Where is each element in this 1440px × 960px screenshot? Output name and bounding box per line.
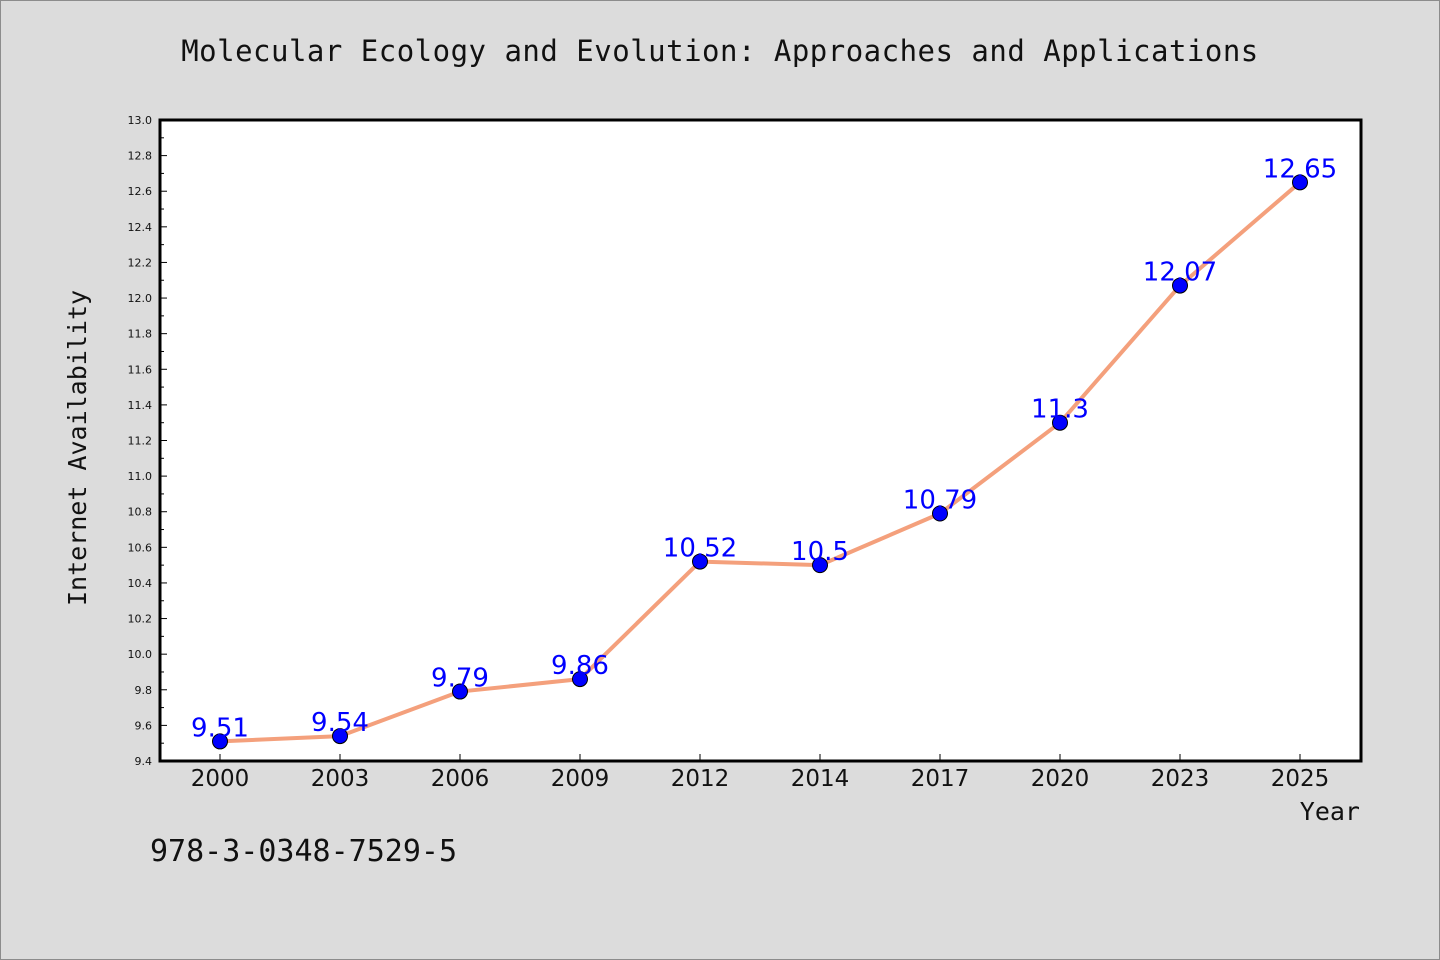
y-tick-label: 11.8	[128, 328, 153, 341]
data-point	[932, 505, 948, 522]
data-label: 12.65	[1263, 154, 1337, 184]
y-tick-label: 12.8	[128, 150, 153, 163]
data-label: 10.5	[791, 537, 849, 567]
x-tick-label: 2009	[551, 766, 610, 792]
y-tick-label: 12.2	[128, 256, 153, 269]
y-tick-label: 11.2	[128, 435, 153, 448]
y-tick-label: 9.4	[135, 755, 153, 768]
y-tick-label: 10.0	[128, 648, 153, 661]
x-tick-label: 2020	[1031, 766, 1090, 792]
isbn-text: 978-3-0348-7529-5	[150, 834, 458, 869]
y-tick-label: 9.6	[135, 719, 153, 732]
data-point	[572, 671, 588, 688]
chart-title: Molecular Ecology and Evolution: Approac…	[181, 34, 1259, 68]
y-axis-label: Internet Availability	[63, 290, 92, 606]
y-tick-label: 10.8	[128, 506, 153, 519]
x-tick-label: 2014	[791, 766, 850, 792]
data-label: 10.79	[903, 486, 977, 516]
y-tick-label: 10.6	[128, 541, 153, 554]
data-point	[452, 683, 468, 700]
data-label: 10.52	[663, 534, 737, 564]
y-tick-label: 11.0	[128, 470, 153, 483]
x-tick-label: 2003	[311, 766, 370, 792]
x-tick-label: 2012	[671, 766, 730, 792]
y-tick-label: 9.8	[135, 684, 153, 697]
data-label: 12.07	[1143, 258, 1217, 288]
data-point	[1052, 414, 1068, 431]
data-label: 9.79	[431, 664, 489, 694]
y-tick-label: 10.4	[128, 577, 153, 590]
y-tick-label: 13.0	[128, 114, 153, 127]
data-point	[812, 557, 828, 574]
x-axis: 2000 2003 2006 2009 2012 2014 2017 2020 2023 2025	[191, 754, 1330, 792]
data-point	[332, 728, 348, 745]
series-markers	[212, 174, 1308, 750]
y-tick-label: 12.4	[128, 221, 153, 234]
y-tick-label: 10.2	[128, 613, 153, 626]
data-point	[1172, 277, 1188, 294]
data-label: 9.51	[191, 713, 249, 743]
data-point	[692, 553, 708, 570]
plot-area	[158, 118, 1363, 763]
data-label: 11.3	[1031, 395, 1089, 425]
data-point	[212, 733, 228, 750]
x-tick-label: 2017	[911, 766, 970, 792]
data-label: 9.86	[551, 651, 609, 681]
y-tick-label: 12.0	[128, 292, 153, 305]
data-labels: 9.51 9.54 9.79 9.86 10.52 10.5 10.79 11.3 12.07 1…	[191, 154, 1337, 743]
y-tick-label: 11.6	[128, 363, 153, 376]
x-tick-label: 2000	[191, 766, 250, 792]
y-axis: 9.4 9.6 9.8 10.0 10.2 10.4 10.6 10.8 11.0 11.2 11.…	[128, 114, 167, 768]
series-line	[219, 180, 1302, 744]
data-label: 9.54	[311, 708, 369, 738]
y-tick-label: 11.4	[128, 399, 153, 412]
data-point	[1292, 174, 1308, 191]
x-axis-label: Year	[1300, 797, 1360, 826]
x-tick-label: 2025	[1271, 766, 1330, 792]
x-tick-label: 2023	[1151, 766, 1210, 792]
y-tick-label: 12.6	[128, 185, 153, 198]
x-tick-label: 2006	[431, 766, 490, 792]
